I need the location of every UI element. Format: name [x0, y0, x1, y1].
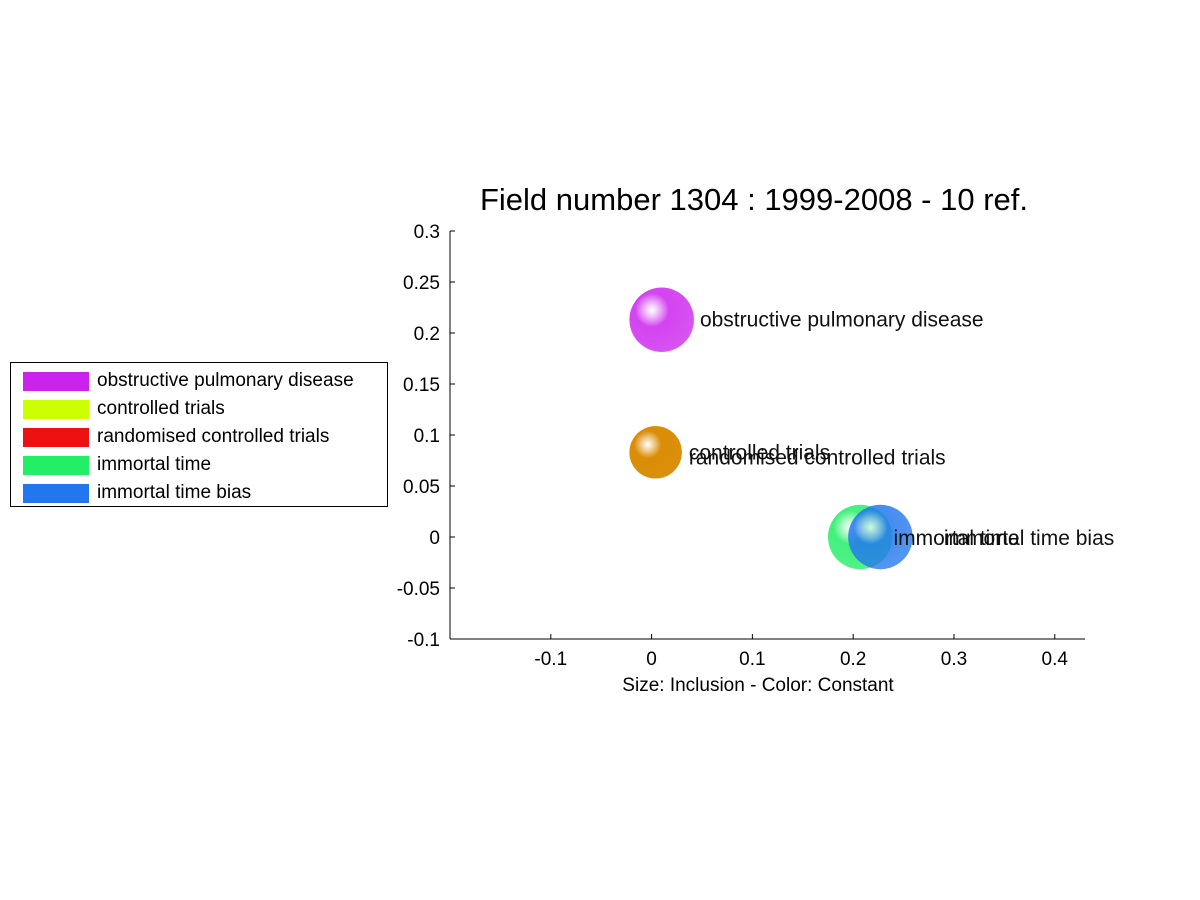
y-tick-label: 0.05	[403, 477, 440, 498]
y-tick-label: 0.1	[414, 426, 440, 447]
legend-label: randomised controlled trials	[97, 426, 330, 447]
axes	[449, 230, 1085, 640]
y-tick-label: 0.25	[403, 273, 440, 294]
point-label: immortal time bias	[944, 527, 1114, 550]
x-tick-label: 0.3	[941, 649, 967, 670]
point-labels: obstructive pulmonary disease controlled …	[689, 309, 1114, 550]
y-tick-label: 0.15	[403, 375, 440, 396]
legend-swatch	[23, 427, 89, 447]
data-point	[629, 426, 682, 479]
x-tick-label: -0.1	[534, 649, 567, 670]
legend-swatch	[23, 483, 89, 503]
x-tick-label: 0.2	[840, 649, 866, 670]
legend-swatch	[23, 399, 89, 419]
legend-label: controlled trials	[97, 398, 225, 419]
chart-title: Field number 1304 : 1999-2008 - 10 ref.	[480, 182, 1028, 217]
point-label: obstructive pulmonary disease	[700, 309, 984, 332]
y-tick-label: 0.2	[414, 324, 440, 345]
y-tick-label: 0.3	[414, 222, 440, 243]
y-tick-label: -0.1	[407, 630, 440, 651]
legend-item: obstructive pulmonary disease	[23, 369, 354, 393]
legend-label: obstructive pulmonary disease	[97, 370, 354, 391]
legend-item: immortal time bias	[23, 481, 251, 505]
data-point	[848, 504, 913, 570]
x-tick-label: 0.1	[739, 649, 765, 670]
legend-item: randomised controlled trials	[23, 425, 329, 449]
legend-label: immortal time	[97, 454, 212, 475]
x-tick-label: 0	[646, 649, 657, 670]
point-label: immortal time	[893, 527, 1019, 550]
data-point	[629, 287, 694, 352]
tick-labels: -0.1 -0.05 0 0.05 0.1 0.15 0.2 0.25 0.3 -0.1 0 0.1 0…	[397, 222, 1069, 670]
legend-label: immortal time bias	[97, 482, 252, 503]
legend-item: immortal time	[23, 453, 211, 477]
data-points	[629, 287, 913, 570]
legend-swatch	[23, 455, 89, 475]
y-tick-label: -0.05	[397, 579, 440, 600]
legend-swatch	[23, 371, 89, 391]
legend: obstructive pulmonary disease controlled …	[10, 362, 388, 507]
y-tick-label: 0	[429, 528, 440, 549]
point-label: controlled trials	[689, 441, 830, 464]
x-axis-label: Size: Inclusion - Color: Constant	[622, 675, 894, 696]
x-tick-label: 0.4	[1042, 649, 1069, 670]
legend-item: controlled trials	[23, 397, 225, 421]
point-label: randomised controlled trials	[689, 446, 946, 469]
